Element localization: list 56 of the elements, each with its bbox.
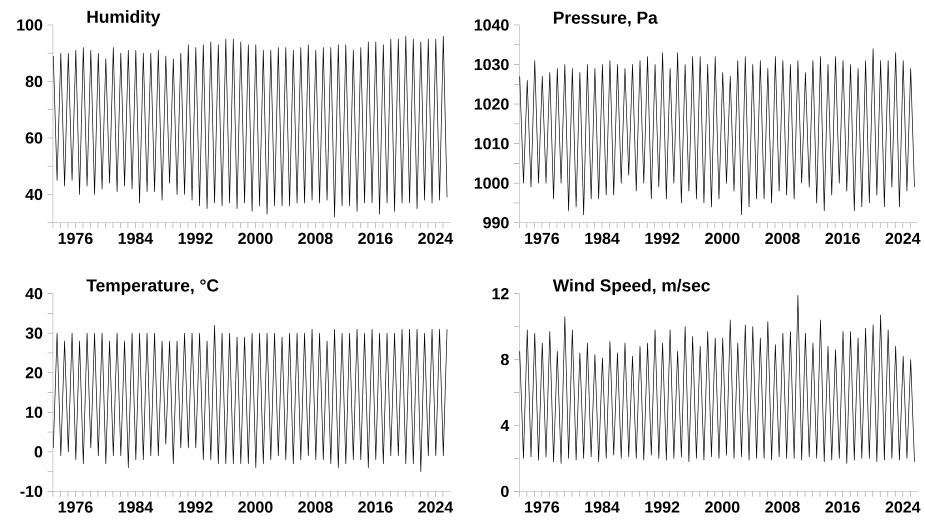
y-tick-label: -10: [20, 486, 42, 497]
x-tick-label: 1984: [118, 501, 154, 513]
y-tick-label: 1020: [474, 98, 509, 110]
y-tick-label: 20: [26, 366, 42, 378]
y-tick-label: 0: [501, 486, 509, 497]
x-tick-label: 2024: [886, 232, 920, 244]
x-tick-label: 1976: [525, 501, 560, 513]
chart-title: Wind Speed, m/sec: [552, 278, 710, 295]
chart-title: Pressure, Pa: [554, 12, 658, 26]
y-tick-label: 30: [26, 327, 42, 339]
y-tick-label: 8: [500, 354, 509, 366]
x-tick-label: 2016: [825, 501, 860, 513]
x-tick-label: 2016: [358, 501, 393, 513]
x-tick-label: 1992: [645, 501, 680, 513]
x-tick-label: 1976: [58, 232, 93, 244]
x-tick-label: 1992: [645, 232, 680, 244]
x-tick-label: 2024: [418, 501, 454, 513]
line-series: [52, 36, 448, 218]
x-tick-label: 1992: [178, 232, 213, 244]
y-tick-label: 12: [492, 288, 509, 300]
x-tick-label: 1992: [178, 501, 213, 513]
y-tick-label: 100: [17, 19, 42, 30]
line-series: [52, 324, 448, 472]
x-tick-label: 2000: [705, 232, 740, 244]
x-tick-label: 1976: [58, 501, 93, 513]
y-tick-label: 1000: [474, 177, 509, 189]
line-series: [519, 48, 915, 215]
y-tick-label: 80: [26, 76, 42, 87]
y-tick-label: 0: [34, 446, 42, 458]
x-tick-label: 2016: [825, 232, 860, 244]
x-tick-label: 2000: [238, 232, 273, 244]
y-tick-label: 10: [26, 406, 42, 418]
y-tick-label: 60: [26, 132, 42, 144]
y-tick-label: 1040: [474, 19, 509, 30]
x-tick-label: 2008: [765, 232, 800, 244]
x-tick-label: 2024: [418, 232, 454, 244]
y-tick-label: 4: [500, 420, 510, 431]
x-tick-label: 1976: [525, 232, 560, 244]
x-tick-label: 1984: [585, 232, 620, 244]
y-tick-label: 1010: [474, 138, 509, 150]
y-tick-label: 1030: [474, 58, 509, 70]
x-tick-label: 1984: [118, 232, 154, 244]
chart-title: Temperature, °C: [86, 279, 218, 295]
x-tick-label: 2016: [358, 232, 393, 244]
x-tick-label: 2008: [298, 501, 333, 513]
x-tick-label: 2000: [238, 501, 273, 513]
line-series: [519, 294, 915, 464]
y-tick-label: 990: [483, 216, 509, 228]
chart-title: Humidity: [87, 10, 160, 26]
x-tick-label: 2024: [886, 501, 920, 513]
x-tick-label: 1984: [585, 501, 620, 513]
y-tick-label: 40: [25, 288, 42, 300]
x-tick-label: 2008: [765, 501, 800, 513]
x-tick-label: 2000: [705, 501, 740, 513]
x-tick-label: 2008: [298, 232, 333, 244]
y-tick-label: 40: [25, 188, 42, 200]
